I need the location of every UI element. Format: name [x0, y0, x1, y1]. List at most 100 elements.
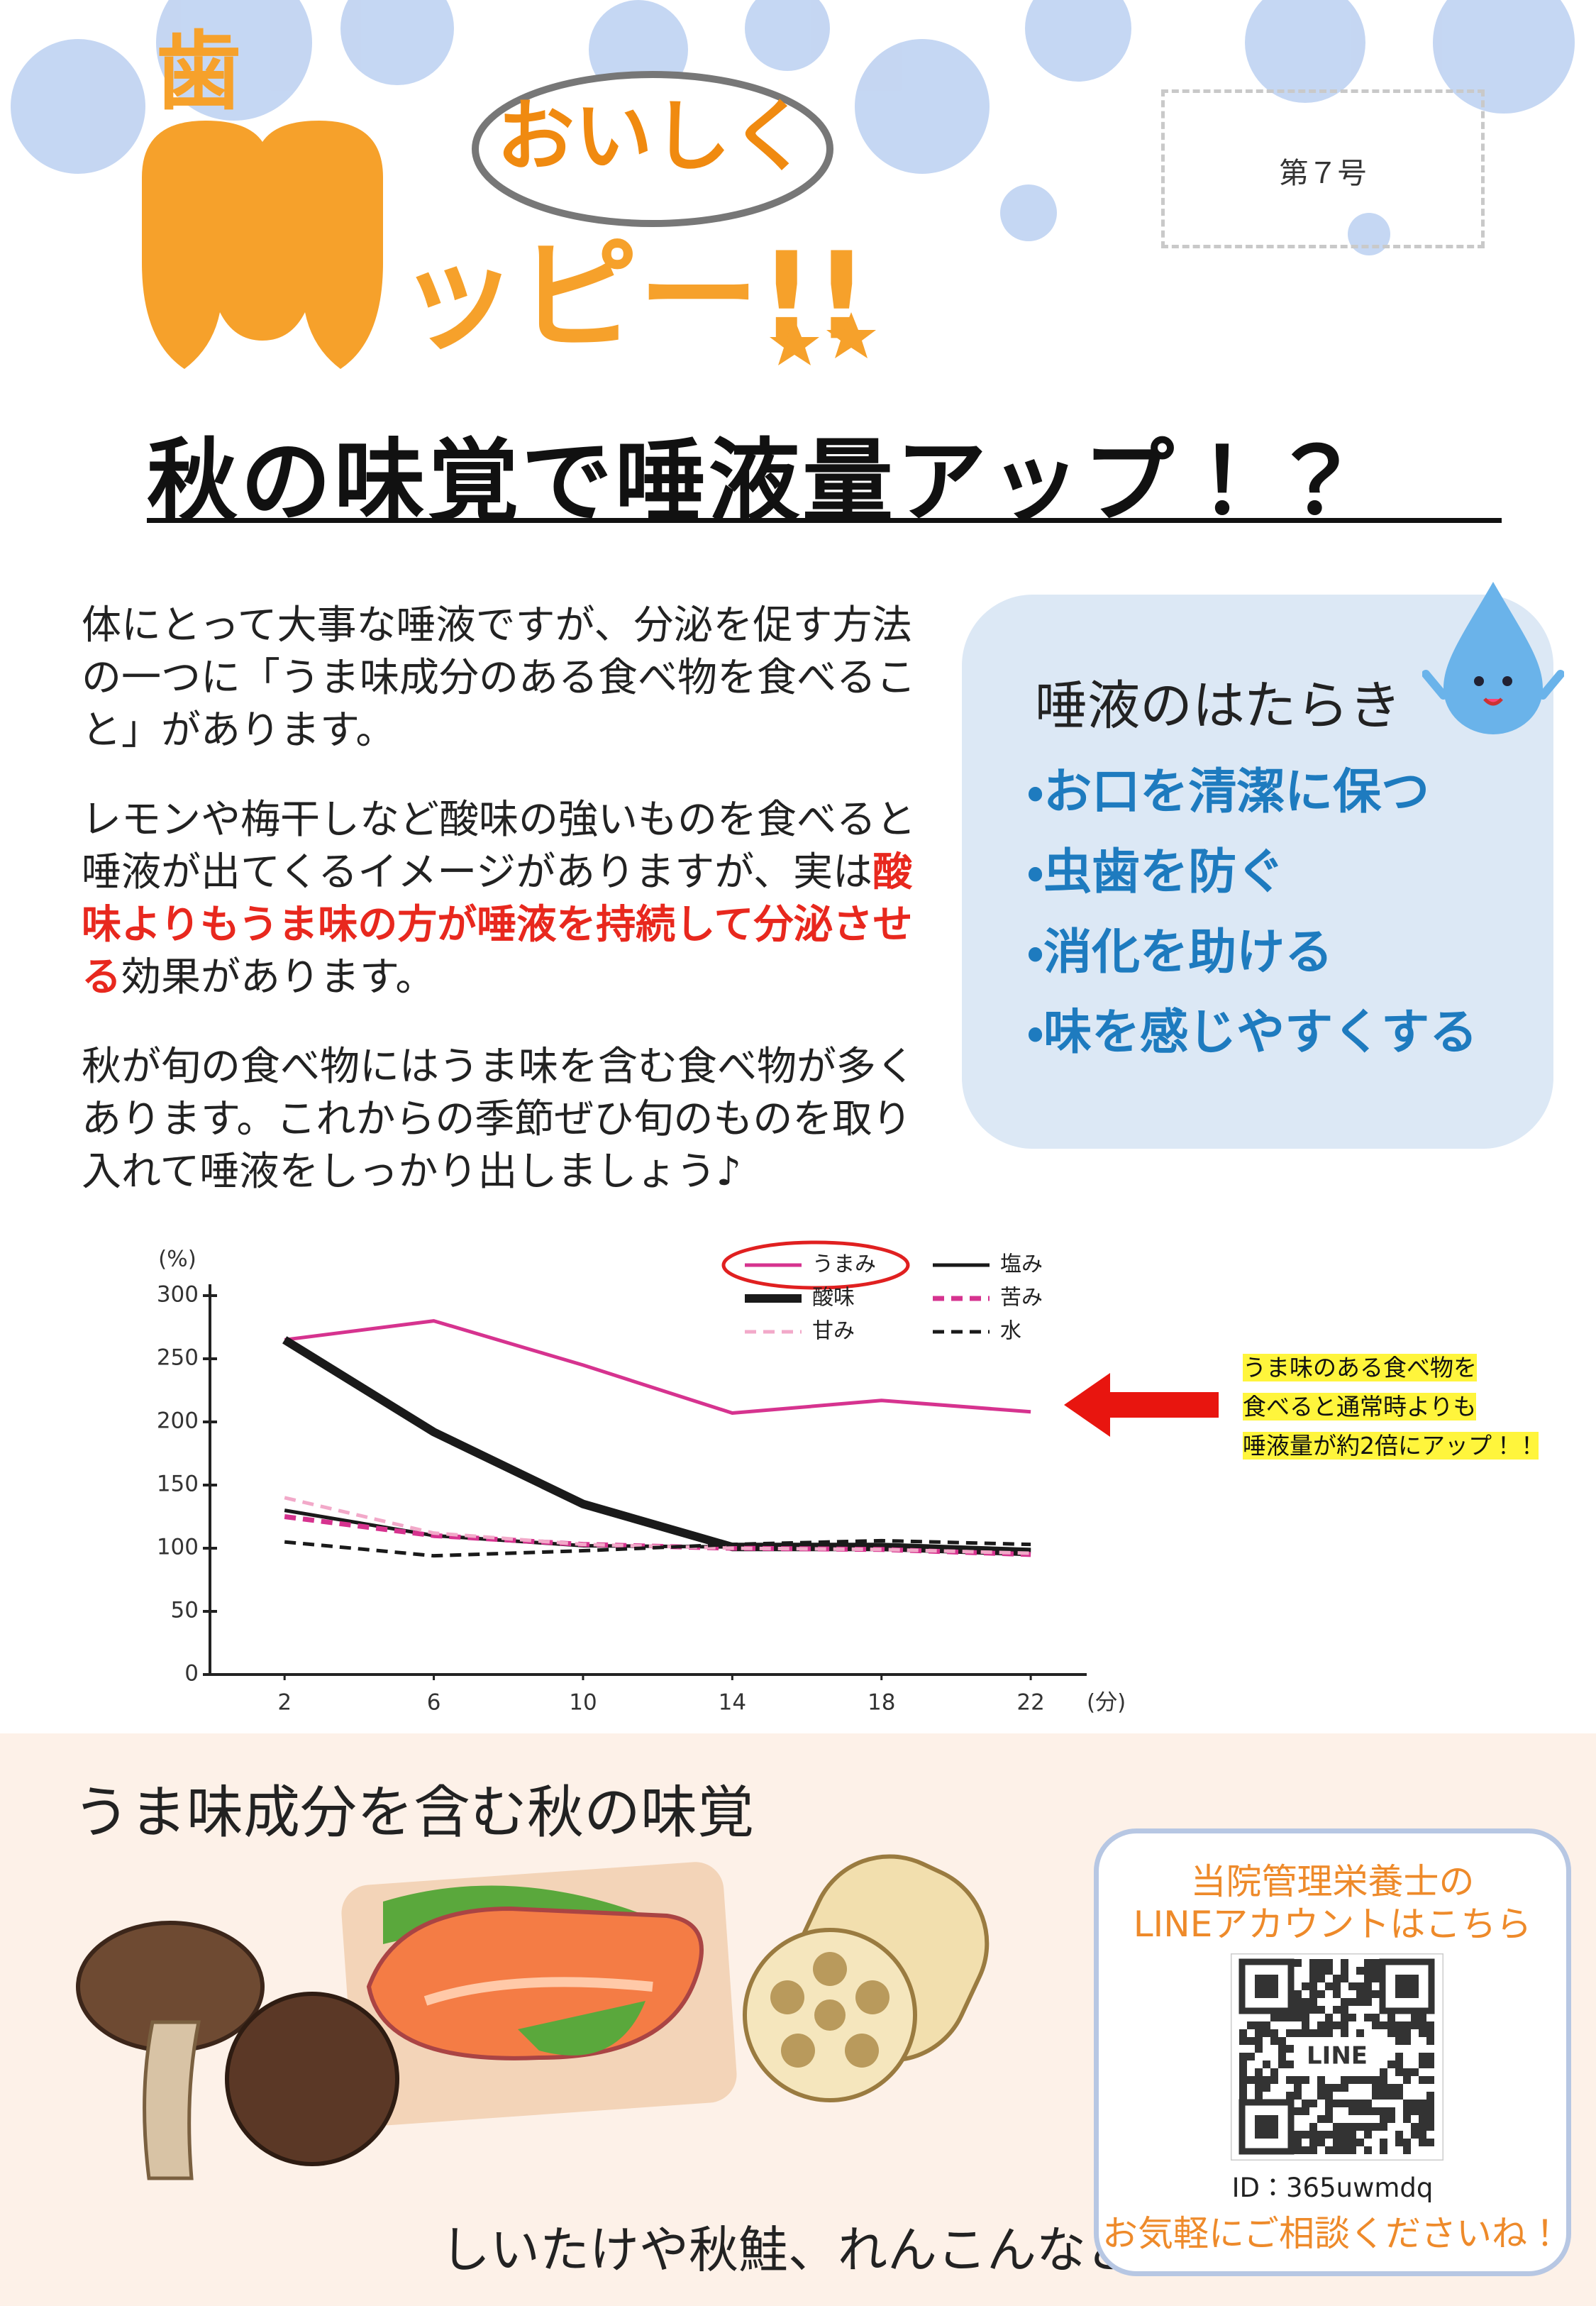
- qr-module: [1395, 2131, 1403, 2139]
- qr-module: [1309, 2006, 1317, 2014]
- qr-module: [1294, 2092, 1302, 2100]
- qr-module: [1341, 2139, 1348, 2146]
- qr-module: [1333, 2139, 1341, 2146]
- qr-module: [1364, 1998, 1372, 2006]
- qr-module: [1317, 1975, 1325, 1982]
- qr-module: [1302, 2029, 1309, 2037]
- qr-module: [1372, 1967, 1380, 1975]
- qr-module: [1403, 2037, 1411, 2045]
- qr-module: [1302, 2146, 1309, 2154]
- qr-module: [1364, 2076, 1372, 2084]
- qr-module: [1426, 2021, 1434, 2029]
- qr-module: [1426, 2123, 1434, 2131]
- x-unit: (分): [1087, 1690, 1126, 1716]
- qr-module: [1395, 2060, 1403, 2068]
- qr-module: [1387, 2115, 1395, 2123]
- y-tick-label: 300: [157, 1282, 199, 1308]
- qr-module: [1302, 1998, 1309, 2006]
- qr-module: [1387, 2014, 1395, 2021]
- qr-module: [1302, 2131, 1309, 2139]
- qr-module: [1348, 1982, 1356, 1990]
- qr-module: [1325, 2014, 1333, 2021]
- qr-module: [1255, 2045, 1263, 2053]
- logo-bubble: おいしく: [497, 91, 809, 182]
- qr-module: [1333, 2021, 1341, 2029]
- qr-module: [1356, 1990, 1364, 1998]
- qr-module: [1325, 2115, 1333, 2123]
- qr-module: [1302, 2100, 1309, 2107]
- issue-frame: [1161, 89, 1485, 248]
- qr-module: [1380, 2139, 1387, 2146]
- qr-module: [1294, 2029, 1302, 2037]
- qr-module: [1356, 2123, 1364, 2131]
- qr-module: [1380, 2068, 1387, 2076]
- qr-module: [1263, 2060, 1270, 2068]
- y-tick-label: 250: [157, 1345, 199, 1371]
- qr-module: [1403, 2107, 1411, 2115]
- qr-module: [1341, 2131, 1348, 2139]
- qr-module: [1348, 2123, 1356, 2131]
- annotation-line: うま味のある食べ物を: [1243, 1348, 1539, 1387]
- qr-module: [1317, 2076, 1325, 2084]
- qr-module: [1255, 2021, 1263, 2029]
- qr-module: [1411, 2021, 1419, 2029]
- paragraph: 秋が旬の食べ物にはうま味を含む食べ物が多くあります。これからの季節ぜひ旬のものを…: [82, 1041, 919, 1198]
- qr-module: [1341, 2014, 1348, 2021]
- qr-module: [1247, 2076, 1255, 2084]
- qr-module: [1302, 2014, 1309, 2021]
- qr-module: [1411, 2107, 1419, 2115]
- annotation-line: 唾液量が約2倍にアップ！！: [1243, 1426, 1539, 1465]
- qr-module: [1372, 2021, 1380, 2029]
- text: 体にとって大事な唾液ですが、分泌を促す方法の一つに「うま味成分のある食べ物を食べ…: [82, 602, 916, 754]
- qr-module: [1286, 2029, 1294, 2037]
- y-unit: (%): [158, 1247, 196, 1272]
- qr-module: [1263, 2084, 1270, 2092]
- qr-module: [1294, 2107, 1302, 2115]
- qr-module: [1372, 1975, 1380, 1982]
- qr-module: [1239, 2053, 1247, 2060]
- paragraph: 体にとって大事な唾液ですが、分泌を促す方法の一つに「うま味成分のある食べ物を食べ…: [82, 600, 919, 757]
- qr-module: [1286, 2014, 1294, 2021]
- qr-module: [1263, 2021, 1270, 2029]
- qr-module: [1286, 2092, 1294, 2100]
- qr-module: [1380, 2092, 1387, 2100]
- qr-finder-core: [1255, 1975, 1278, 1998]
- qr-module: [1317, 1959, 1325, 1967]
- qr-module: [1294, 1990, 1302, 1998]
- qr-module: [1286, 2076, 1294, 2084]
- line-box-line: 当院管理栄養士の: [1190, 1861, 1475, 1902]
- qr-module: [1380, 2146, 1387, 2154]
- qr-module: [1302, 2107, 1309, 2115]
- qr-module: [1317, 2029, 1325, 2037]
- qr-module: [1380, 2084, 1387, 2092]
- qr-module: [1348, 2076, 1356, 2084]
- qr-module: [1309, 1998, 1317, 2006]
- qr-module: [1380, 2123, 1387, 2131]
- qr-module: [1419, 2029, 1426, 2037]
- qr-code: LINE: [1231, 1953, 1443, 2161]
- qr-module: [1247, 2021, 1255, 2029]
- chart: (%) (分) 0 50 100 150 200 250 300 2 6 10 14 18 22 うまみ 塩み酸…: [157, 1240, 1219, 1716]
- qr-module: [1294, 1959, 1302, 1967]
- qr-module: [1309, 2139, 1317, 2146]
- qr-finder: [1238, 1958, 1295, 2014]
- qr-module: [1302, 2006, 1309, 2014]
- qr-module: [1341, 1959, 1348, 1967]
- qr-module: [1341, 2029, 1348, 2037]
- qr-module: [1395, 2092, 1403, 2100]
- qr-module: [1419, 2123, 1426, 2131]
- qr-module: [1356, 1998, 1364, 2006]
- qr-module: [1302, 1982, 1309, 1990]
- qr-module: [1341, 2006, 1348, 2014]
- qr-module: [1380, 2076, 1387, 2084]
- qr-module: [1419, 2053, 1426, 2060]
- qr-module: [1356, 2076, 1364, 2084]
- qr-module: [1403, 2029, 1411, 2037]
- qr-module: [1364, 2131, 1372, 2139]
- qr-module: [1426, 2076, 1434, 2084]
- legend-label: 甘み: [812, 1319, 855, 1344]
- qr-module: [1309, 2131, 1317, 2139]
- series-line: [282, 1336, 1031, 1557]
- qr-module: [1325, 2131, 1333, 2139]
